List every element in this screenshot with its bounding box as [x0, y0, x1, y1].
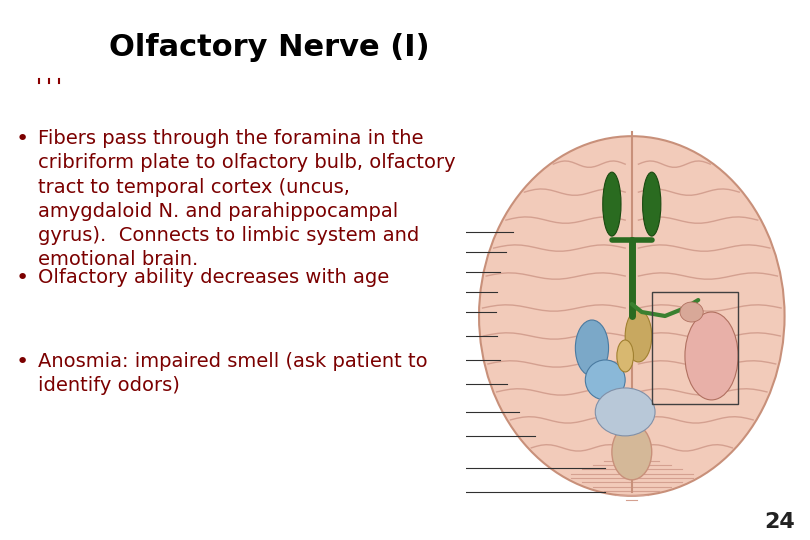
Polygon shape [45, 45, 53, 83]
Text: •: • [15, 129, 28, 149]
Polygon shape [32, 79, 66, 83]
Text: •: • [15, 268, 28, 288]
Ellipse shape [612, 424, 652, 480]
Ellipse shape [479, 136, 785, 496]
Circle shape [35, 85, 37, 88]
Circle shape [54, 85, 57, 88]
Text: Anosmia: impaired smell (ask patient to
identify odors): Anosmia: impaired smell (ask patient to … [38, 352, 428, 395]
Bar [652, 292, 738, 404]
Text: Olfactory ability decreases with age: Olfactory ability decreases with age [38, 268, 390, 287]
Text: •: • [15, 352, 28, 372]
Ellipse shape [603, 172, 621, 236]
Ellipse shape [575, 320, 608, 376]
Ellipse shape [617, 340, 633, 372]
Ellipse shape [625, 310, 652, 362]
Ellipse shape [586, 360, 625, 400]
Text: Olfactory Nerve (I): Olfactory Nerve (I) [109, 33, 430, 62]
Ellipse shape [680, 302, 703, 322]
Text: Fibers pass through the foramina in the
cribriform plate to olfactory bulb, olfa: Fibers pass through the foramina in the … [38, 129, 455, 269]
Ellipse shape [685, 312, 738, 400]
Circle shape [61, 85, 63, 88]
Text: 24: 24 [765, 512, 795, 532]
Circle shape [41, 85, 44, 88]
Ellipse shape [595, 388, 655, 436]
Circle shape [48, 85, 50, 88]
Ellipse shape [642, 172, 661, 236]
